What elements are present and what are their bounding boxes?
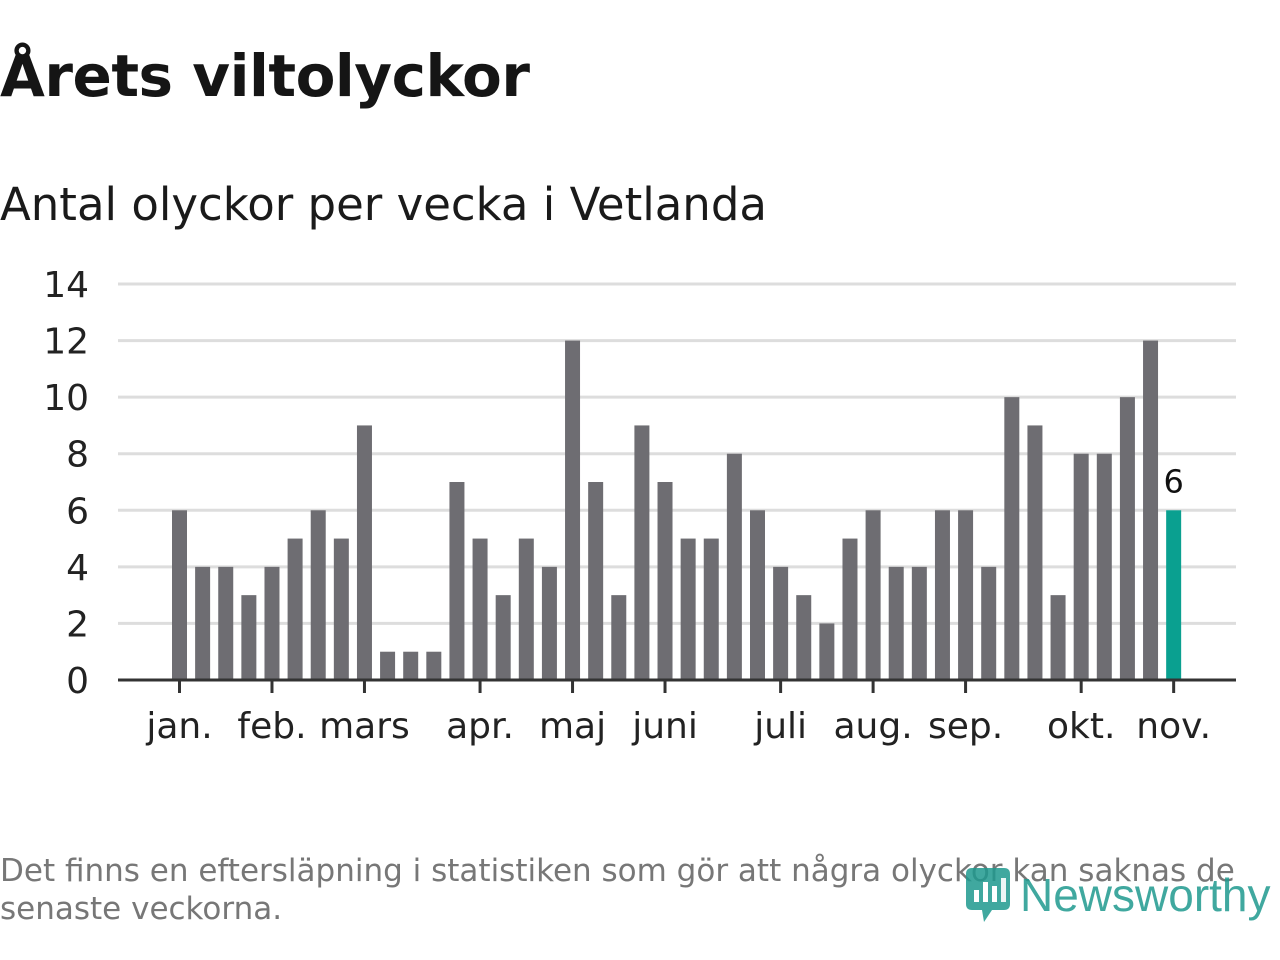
bar-chart: 0 2 4 6 8 10 12 14 jan. feb. mars apr. maj juni juli a… [43,265,1236,747]
bars [172,340,1182,680]
bar [380,651,396,680]
bar [195,566,211,680]
bar [726,453,742,680]
chart-title: Årets viltolyckor [0,42,530,110]
bar [218,566,234,680]
x-axis-ticks: jan. feb. mars apr. maj juni juli aug. sep. okt. n… [145,680,1211,747]
bar [773,566,789,680]
bar [796,595,812,680]
bar [541,566,557,680]
gridlines [118,282,1236,625]
bar [588,482,604,680]
bar [565,340,581,680]
x-tick-label: juni [631,706,698,747]
x-tick-label: apr. [446,706,514,747]
bar [750,510,765,680]
y-tick-label: 14 [43,265,89,306]
y-axis-tick-labels: 0 2 4 6 8 10 12 14 [43,265,89,702]
bar [888,566,904,680]
bar [958,510,974,680]
x-tick-label: mars [319,706,410,747]
bar [819,623,835,680]
x-tick-label: sep. [928,706,1003,747]
bar [518,538,534,680]
bar [356,425,372,680]
y-tick-label: 10 [43,378,89,419]
bar-highlight [1166,510,1182,680]
bar [1004,397,1020,680]
bar [911,566,927,680]
data-labels: 6 [1163,462,1183,500]
x-tick-label: aug. [834,706,913,747]
bar [865,510,881,680]
y-tick-label: 12 [43,322,89,363]
bar [634,425,650,680]
bar [241,595,257,680]
y-tick-label: 2 [66,604,89,645]
bar [333,538,349,680]
y-tick-label: 4 [66,548,89,589]
bar [1119,397,1135,680]
bar [449,482,465,680]
bar [1050,595,1066,680]
x-tick-label: feb. [237,706,306,747]
y-tick-label: 6 [66,491,89,532]
bar [680,538,696,680]
x-tick-label: maj [539,706,606,747]
data-label-highlight: 6 [1163,462,1183,500]
x-tick-label: nov. [1136,706,1211,747]
bar [1073,453,1089,680]
bar [472,538,488,680]
x-tick-label: jan. [145,706,212,747]
bar [1027,425,1043,680]
bar [426,651,442,680]
x-tick-label: okt. [1047,706,1115,747]
bar [264,566,280,680]
bar [403,651,419,680]
bar [703,538,719,680]
y-tick-label: 0 [66,661,89,702]
bar [1096,453,1112,680]
y-tick-label: 8 [66,435,89,476]
bar [495,595,511,680]
bar [611,595,627,680]
bar [657,482,673,680]
newsworthy-logo-text: Newsworthy [1020,869,1271,921]
footnote: Det finns en eftersläpning i statistiken… [0,853,1235,927]
chart-subtitle: Antal olyckor per vecka i Vetlanda [0,178,767,231]
newsworthy-logo: Newsworthy [962,862,1271,928]
bar [310,510,326,680]
newsworthy-logo-icon [966,868,1010,922]
bar [287,538,303,680]
x-tick-label: juli [753,706,807,747]
bar [172,510,187,680]
bar [934,510,950,680]
bar [981,566,997,680]
bar [1143,340,1159,680]
bar [842,538,858,680]
